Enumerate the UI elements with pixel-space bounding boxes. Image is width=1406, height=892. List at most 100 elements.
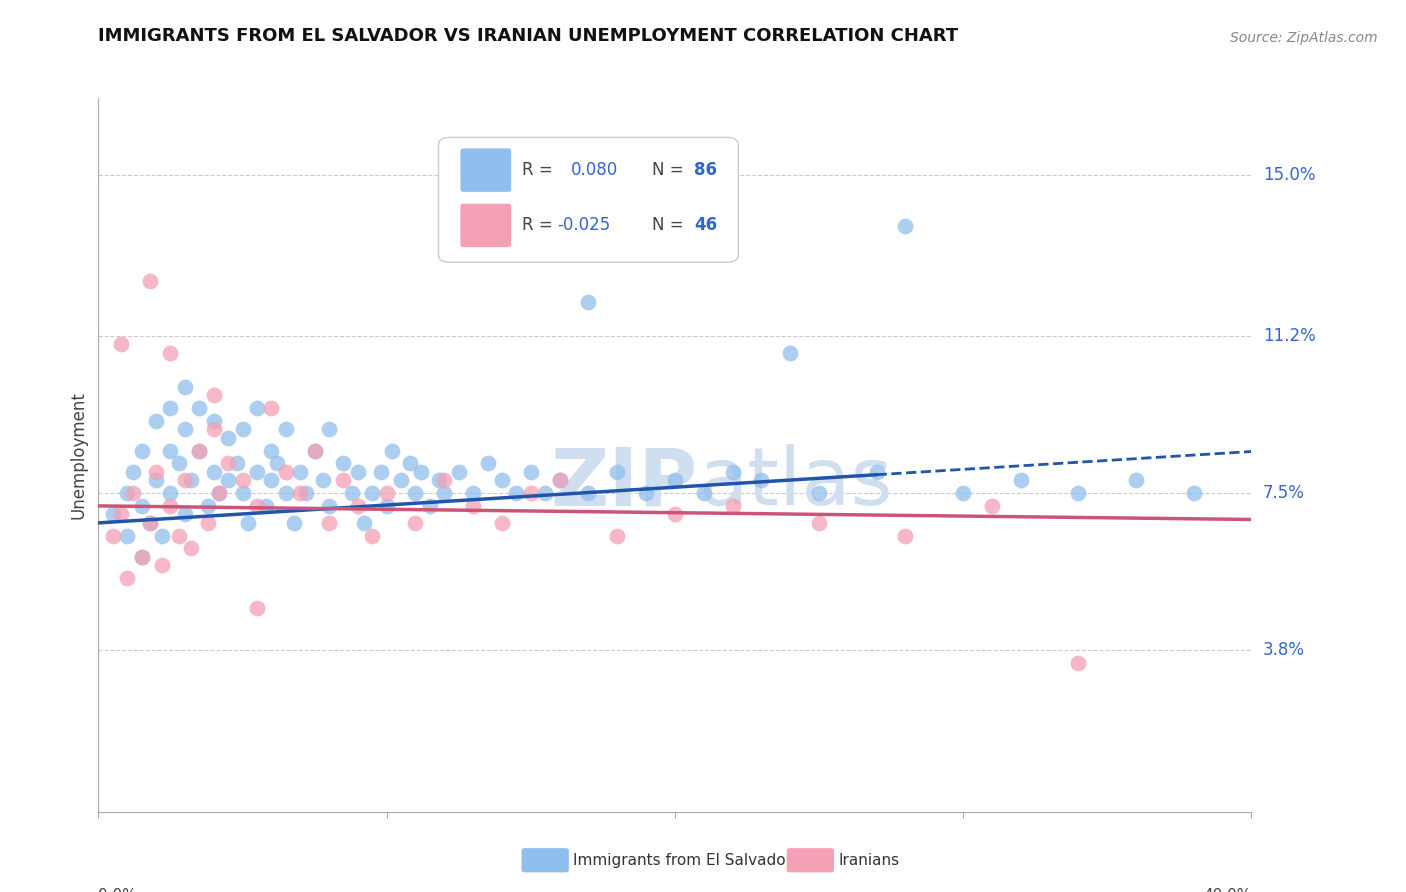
Point — [260, 474, 283, 488]
Point — [693, 486, 716, 500]
Point — [145, 474, 167, 488]
Point — [894, 528, 917, 542]
Point — [411, 465, 433, 479]
Point — [807, 486, 830, 500]
FancyBboxPatch shape — [460, 203, 512, 247]
Point — [145, 414, 167, 428]
Text: R =: R = — [522, 161, 558, 179]
Point — [260, 401, 283, 416]
Point — [1182, 486, 1205, 500]
Point — [751, 474, 773, 488]
Point — [461, 486, 484, 500]
Point — [167, 457, 190, 471]
Point — [427, 474, 450, 488]
Point — [238, 516, 260, 530]
Point — [208, 486, 231, 500]
Point — [274, 486, 297, 500]
Point — [159, 486, 181, 500]
Point — [721, 465, 744, 479]
Point — [117, 571, 138, 585]
Point — [318, 422, 340, 436]
Point — [548, 474, 571, 488]
Point — [491, 516, 513, 530]
Text: 7.5%: 7.5% — [1263, 484, 1305, 502]
Text: 15.0%: 15.0% — [1263, 166, 1316, 184]
Point — [952, 486, 974, 500]
Point — [231, 486, 254, 500]
Point — [260, 443, 283, 458]
Point — [246, 600, 269, 615]
Point — [202, 388, 225, 402]
Point — [505, 486, 527, 500]
Point — [188, 443, 211, 458]
Point — [274, 422, 297, 436]
Point — [461, 499, 484, 513]
Point — [202, 465, 225, 479]
Point — [405, 486, 427, 500]
FancyBboxPatch shape — [439, 137, 738, 262]
Point — [131, 549, 153, 564]
Point — [246, 465, 269, 479]
Text: 3.8%: 3.8% — [1263, 641, 1305, 659]
Point — [188, 443, 211, 458]
Point — [122, 465, 145, 479]
Point — [664, 508, 686, 522]
Point — [197, 516, 219, 530]
Point — [534, 486, 557, 500]
Point — [139, 516, 162, 530]
Point — [159, 443, 181, 458]
Point — [606, 528, 628, 542]
Point — [159, 401, 181, 416]
Point — [548, 474, 571, 488]
Point — [159, 499, 181, 513]
Point — [721, 499, 744, 513]
Point — [779, 346, 801, 360]
Point — [197, 499, 219, 513]
Text: atlas: atlas — [697, 444, 893, 523]
Text: Iranians: Iranians — [838, 853, 900, 868]
Point — [131, 443, 153, 458]
Point — [101, 508, 124, 522]
Point — [398, 457, 420, 471]
Point — [636, 486, 658, 500]
Point — [370, 465, 392, 479]
Text: 0.080: 0.080 — [571, 161, 619, 179]
Point — [180, 474, 202, 488]
Point — [202, 422, 225, 436]
Point — [139, 274, 162, 288]
Point — [332, 457, 354, 471]
Point — [254, 499, 277, 513]
Point — [520, 486, 543, 500]
Point — [346, 465, 368, 479]
Point — [304, 443, 326, 458]
Text: IMMIGRANTS FROM EL SALVADOR VS IRANIAN UNEMPLOYMENT CORRELATION CHART: IMMIGRANTS FROM EL SALVADOR VS IRANIAN U… — [98, 27, 959, 45]
Point — [231, 422, 254, 436]
Point — [274, 465, 297, 479]
Point — [447, 465, 470, 479]
Point — [110, 337, 132, 351]
FancyBboxPatch shape — [460, 148, 512, 192]
FancyBboxPatch shape — [522, 848, 569, 872]
Point — [174, 474, 197, 488]
Text: 40.0%: 40.0% — [1204, 888, 1251, 892]
Point — [405, 516, 427, 530]
Point — [477, 457, 499, 471]
Point — [491, 474, 513, 488]
Point — [894, 219, 917, 233]
Point — [290, 465, 312, 479]
Point — [167, 528, 190, 542]
Point — [304, 443, 326, 458]
Y-axis label: Unemployment: Unemployment — [69, 391, 87, 519]
Text: 0.0%: 0.0% — [98, 888, 138, 892]
Point — [202, 414, 225, 428]
Point — [131, 499, 153, 513]
Point — [145, 465, 167, 479]
Text: N =: N = — [652, 161, 689, 179]
Text: 46: 46 — [695, 217, 717, 235]
Point — [433, 486, 456, 500]
Point — [1067, 656, 1090, 670]
Point — [312, 474, 335, 488]
Point — [1067, 486, 1090, 500]
Text: -0.025: -0.025 — [557, 217, 610, 235]
Point — [283, 516, 305, 530]
